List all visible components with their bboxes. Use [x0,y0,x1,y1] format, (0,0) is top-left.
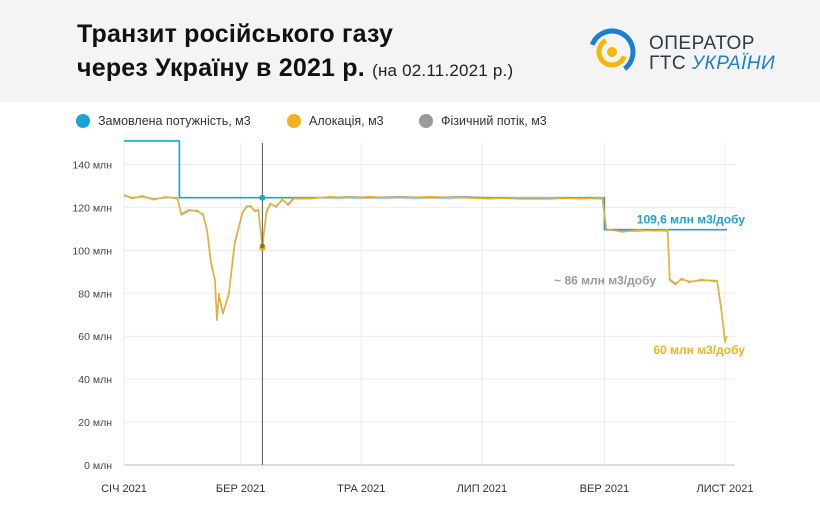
logo-text-gts: ГТС УКРАЇНИ [649,53,775,75]
series-line-allocation [123,193,728,344]
legend-item-allocation[interactable]: Алокація, м3 [287,114,384,128]
series-line-physical-flow [123,194,726,341]
y-tick-label: 140 млн [72,159,112,171]
logo-emblem-icon [588,28,636,76]
legend-dot-allocation [287,114,301,128]
x-tick-label: ТРА 2021 [337,483,385,495]
legend-item-physical-flow[interactable]: Фізичний потік, м3 [419,114,547,128]
y-tick-label: 60 млн [78,331,112,343]
header-banner: Транзит російського газу через Україну в… [0,0,820,102]
logo-text-ukraine: УКРАЇНИ [691,53,776,74]
annotation-allocation-value: 60 млн м3/добу [653,343,745,357]
x-tick-label: ЛИП 2021 [457,483,508,495]
cursor-point-physical-flow [259,243,265,249]
legend-label-capacity: Замовлена потужність, м3 [98,114,251,128]
gts-operator-logo: ОПЕРАТОР ГТС УКРАЇНИ [583,24,783,80]
y-tick-label: 100 млн [72,245,112,257]
legend-dot-capacity [76,114,90,128]
annotation-physical-flow-value: ~ 86 млн м3/добу [554,273,656,287]
y-tick-label: 80 млн [78,288,112,300]
x-tick-label: ЛИСТ 2021 [697,483,754,495]
chart-title-line-1: Транзит російського газу [77,20,394,48]
legend-dot-physical-flow [419,114,433,128]
cursor-point-capacity [259,194,266,201]
chart-title-line-2-text: через Україну в 2021 р. [77,54,365,82]
y-tick-label: 120 млн [72,202,112,214]
logo-text-operator: ОПЕРАТОР [649,33,755,54]
logo-text-gts-prefix: ГТС [649,53,687,74]
x-tick-label: СІЧ 2021 [101,483,147,495]
chart-subtitle: (на 02.11.2021 р.) [372,61,514,80]
y-tick-label: 40 млн [78,374,112,386]
y-tick-label: 20 млн [78,417,112,429]
x-tick-label: ВЕР 2021 [580,483,630,495]
chart-title-line-2: через Україну в 2021 р. (на 02.11.2021 р… [77,54,513,83]
legend-label-allocation: Алокація, м3 [309,114,384,128]
annotation-capacity-value: 109,6 млн м3/добу [637,213,746,227]
legend-label-physical-flow: Фізичний потік, м3 [441,114,547,128]
y-tick-label: 0 млн [84,460,112,472]
legend-item-capacity[interactable]: Замовлена потужність, м3 [76,114,251,128]
x-tick-label: БЕР 2021 [216,483,265,495]
